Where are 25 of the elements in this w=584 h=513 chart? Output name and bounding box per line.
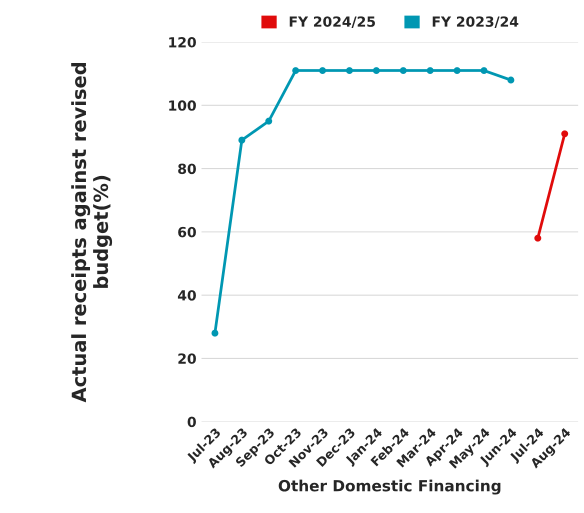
point — [561, 130, 568, 138]
y-tick-label: 80 — [178, 164, 196, 174]
y-axis-title: Actual receipts against revised budget(%) — [71, 62, 112, 402]
point — [265, 118, 272, 125]
legend-label: FY 2024/25 — [290, 16, 375, 28]
x-axis-title: Other Domestic Financing — [278, 480, 500, 495]
point — [372, 67, 380, 74]
y-tick-label: 60 — [178, 226, 196, 238]
point — [346, 67, 353, 74]
point — [480, 67, 488, 74]
point — [400, 67, 407, 74]
point — [426, 67, 434, 74]
point — [319, 67, 326, 74]
point — [534, 234, 542, 242]
point — [238, 136, 246, 144]
y-tick-label: 40 — [178, 290, 196, 301]
legend-label: FY 2023/24 — [432, 16, 518, 28]
point — [211, 330, 218, 337]
y-tick-label: 20 — [178, 353, 196, 364]
point — [454, 67, 461, 74]
y-tick-label: 100 — [169, 100, 196, 111]
point — [292, 67, 300, 74]
point — [507, 76, 514, 84]
y-tick-label: 0 — [188, 416, 196, 428]
y-tick-label: 120 — [169, 37, 196, 48]
